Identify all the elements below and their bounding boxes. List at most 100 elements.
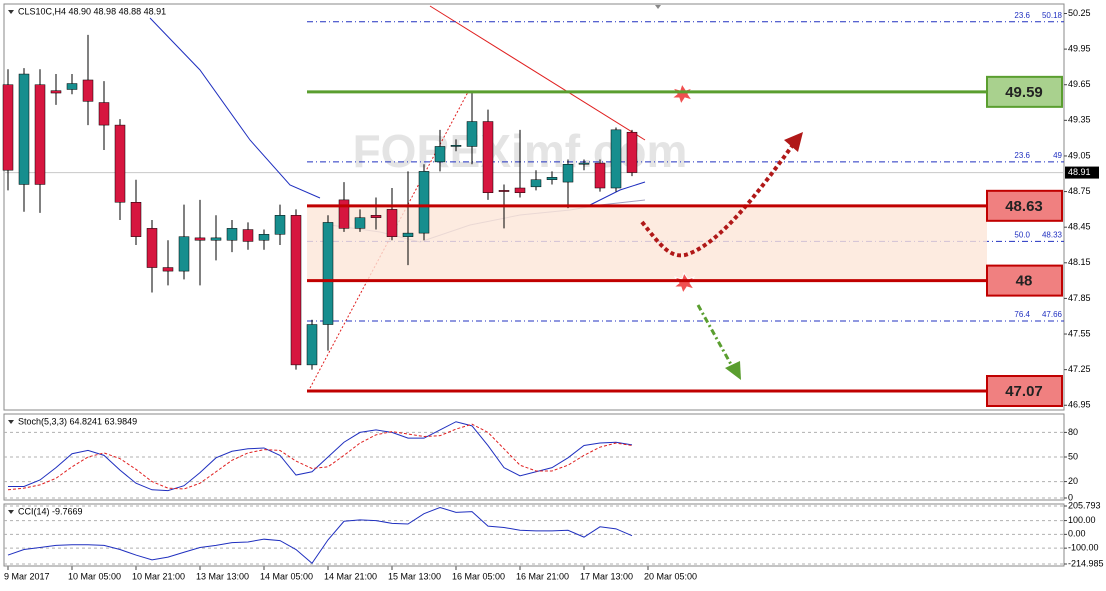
y-tick-label: 49.05 — [1068, 150, 1091, 160]
candle-body — [2, 84, 14, 171]
fib-value: 48.33 — [1042, 231, 1063, 240]
y-tick-label: 48.75 — [1068, 186, 1091, 196]
x-tick-label: 10 Mar 21:00 — [132, 571, 185, 581]
candle-body — [114, 124, 126, 203]
shift-mark — [655, 5, 661, 9]
fib-value: 47.66 — [1042, 310, 1063, 319]
y-tick-label: 49.65 — [1068, 79, 1091, 89]
candle-body — [66, 83, 78, 90]
x-tick-label: 14 Mar 21:00 — [324, 571, 377, 581]
candle-body — [98, 102, 110, 126]
y-tick-label: -100.00 — [1068, 543, 1099, 553]
candle-body — [578, 162, 590, 165]
candle-body — [178, 236, 190, 272]
indicator-line — [7, 506, 633, 565]
level-label: 48 — [1016, 273, 1033, 290]
candle-body — [418, 171, 430, 234]
x-tick-label: 9 Mar 2017 — [4, 571, 50, 581]
candle-body — [434, 146, 446, 163]
candle-body — [498, 190, 510, 192]
panel-title: Stoch(5,3,3) 64.8241 63.9849 — [18, 416, 137, 426]
candle-body — [130, 202, 142, 237]
x-tick-label: 16 Mar 21:00 — [516, 571, 569, 581]
candle-body — [514, 187, 526, 194]
y-tick-label: 50.25 — [1068, 8, 1091, 18]
level-box — [986, 75, 1063, 108]
y-tick-label: 48.45 — [1068, 222, 1091, 232]
fib-label: 50.0 — [1014, 231, 1030, 240]
y-tick-label: 47.85 — [1068, 293, 1091, 303]
candle-body — [450, 145, 462, 147]
x-tick-label: 13 Mar 13:00 — [196, 571, 249, 581]
y-tick-label: 100.00 — [1068, 515, 1096, 525]
y-tick-label: 47.55 — [1068, 328, 1091, 338]
indicator-line — [7, 423, 633, 491]
annotations-over: 23.6 50.18 23.6 49 50.0 48.33 76.4 47.66 49.59 48… — [307, 5, 1063, 408]
annotations-under — [2, 5, 1064, 389]
x-tick-label: 16 Mar 05:00 — [452, 571, 505, 581]
candle-body — [562, 164, 574, 183]
panel-frame — [3, 503, 1065, 567]
y-tick-label: 47.25 — [1068, 364, 1091, 374]
touch-mark — [670, 82, 694, 106]
candle-body — [274, 215, 286, 235]
candle-body — [194, 237, 206, 241]
current-price-box — [1065, 166, 1099, 179]
level-label: 48.63 — [1005, 198, 1043, 215]
candle-body — [482, 121, 494, 194]
scenario-arrow — [696, 304, 735, 369]
candle-body — [322, 222, 334, 325]
candle-body — [34, 84, 46, 185]
moving-average — [149, 17, 321, 199]
candle-body — [402, 232, 414, 237]
candle-body — [370, 215, 382, 218]
indicator-line — [8, 421, 633, 492]
title-marker — [8, 510, 14, 514]
title-marker — [8, 420, 14, 424]
touch-mark — [672, 271, 696, 295]
fib-label: 76.4 — [1014, 310, 1030, 319]
x-tick-label: 15 Mar 13:00 — [388, 571, 441, 581]
scenario-arrow — [640, 140, 797, 258]
y-tick-label: 80 — [1068, 427, 1078, 437]
candle-body — [146, 228, 158, 268]
candle-body — [530, 179, 542, 188]
y-tick-label: 46.95 — [1068, 400, 1091, 410]
title-marker — [8, 10, 14, 14]
y-tick-label: 205.793 — [1068, 500, 1101, 510]
candle-body — [162, 267, 174, 272]
y-tick-label: 20 — [1068, 476, 1078, 486]
candle-body — [258, 234, 270, 241]
fib-value: 49 — [1053, 151, 1062, 160]
zone — [307, 205, 987, 281]
y-tick-label: 49.95 — [1068, 43, 1091, 53]
panel-frame — [3, 3, 1065, 411]
candle-body — [626, 131, 638, 173]
x-tick-label: 10 Mar 05:00 — [68, 571, 121, 581]
level-box — [986, 375, 1063, 408]
y-tick-label: -214.985 — [1068, 558, 1104, 568]
candle-body — [354, 217, 366, 229]
y-tick-label: 0 — [1068, 492, 1073, 502]
candle-body — [306, 324, 318, 366]
x-tick-label: 14 Mar 05:00 — [260, 571, 313, 581]
panel-title: CLS10C,H4 48.90 48.98 48.88 48.91 — [18, 6, 166, 16]
candle-body — [226, 228, 238, 241]
current-price-label: 48.91 — [1068, 167, 1091, 177]
candle-body — [610, 129, 622, 189]
trend-line — [429, 5, 646, 141]
level-label: 49.59 — [1005, 84, 1043, 101]
fib-label: 23.6 — [1014, 151, 1030, 160]
y-tick-label: 48.15 — [1068, 257, 1091, 267]
candle-body — [18, 73, 30, 185]
fib-value: 50.18 — [1042, 11, 1063, 20]
fib-label: 23.6 — [1014, 11, 1030, 20]
x-tick-label: 20 Mar 05:00 — [644, 571, 697, 581]
candle-body — [546, 177, 558, 180]
candle-body — [338, 199, 350, 229]
arrow-head — [784, 132, 803, 152]
level-box — [986, 264, 1063, 297]
